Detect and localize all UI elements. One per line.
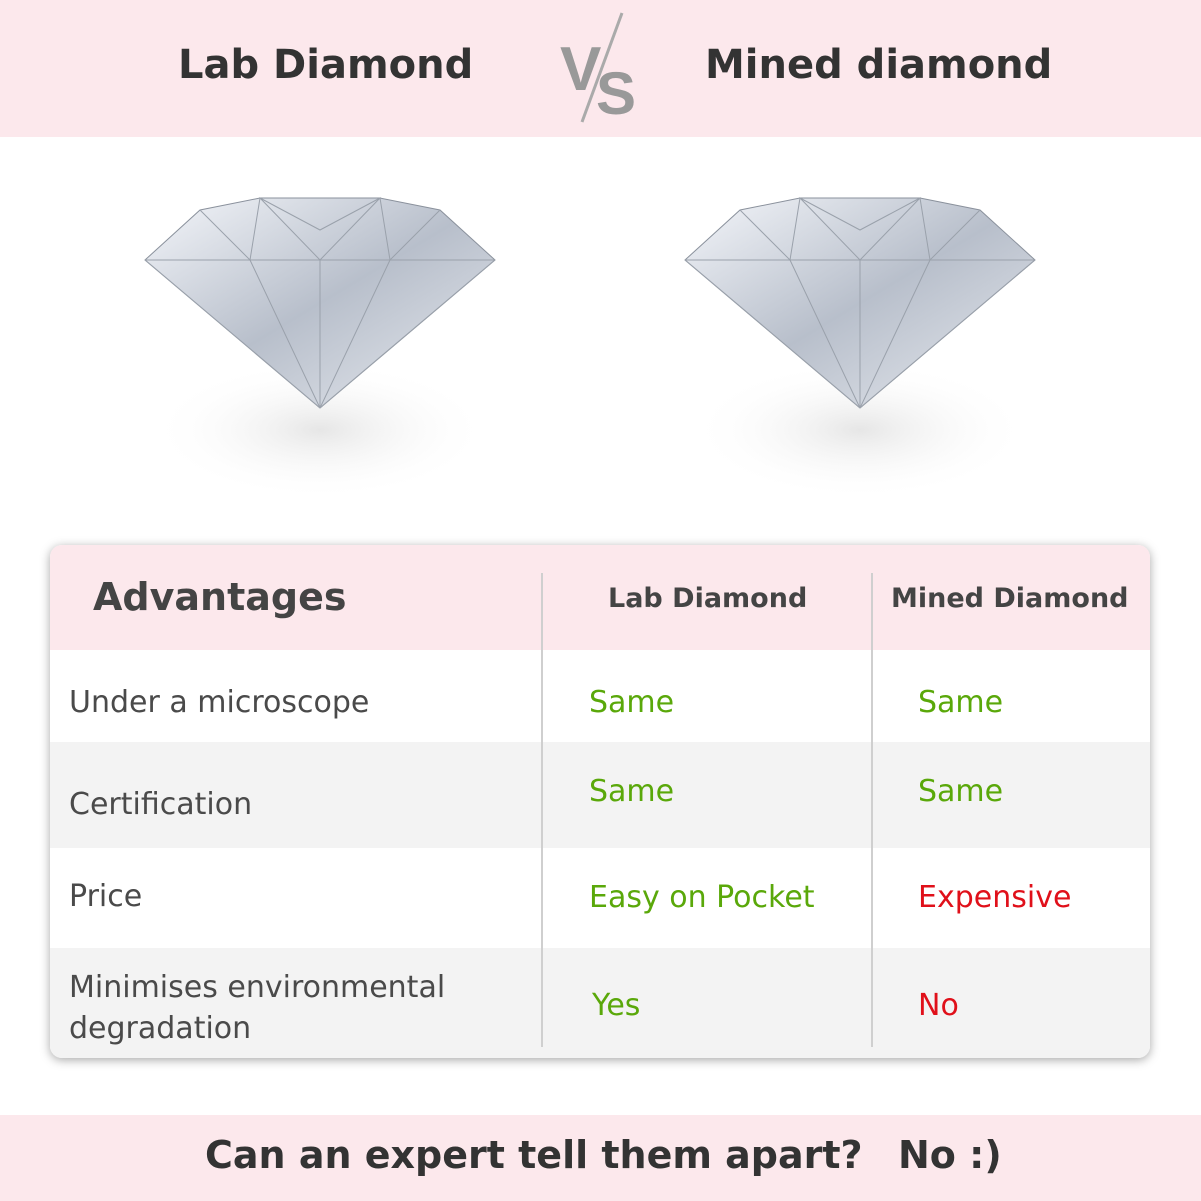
comparison-table: Advantages Lab Diamond Mined Diamond Und… (50, 545, 1150, 1058)
header-advantages: Advantages (93, 575, 347, 619)
row-label: Certification (69, 787, 253, 822)
table-row (50, 848, 1150, 948)
header-mined-diamond: Mined Diamond (891, 583, 1129, 614)
mined-value: Same (918, 685, 1004, 720)
header-lab-diamond: Lab Diamond (608, 583, 808, 614)
mined-value: Expensive (918, 880, 1072, 915)
column-divider (871, 573, 873, 1047)
lab-diamond-title: Lab Diamond (178, 42, 474, 88)
lab-value: Same (589, 685, 675, 720)
row-label: Price (69, 879, 143, 914)
mined-diamond-title: Mined diamond (705, 42, 1053, 88)
row-label: Under a microscope (69, 685, 370, 720)
mined-value: No (918, 988, 959, 1023)
table-row (50, 650, 1150, 742)
table-row (50, 948, 1150, 1058)
svg-text:V: V (560, 35, 601, 104)
footer-answer: No :) (898, 1133, 1002, 1177)
lab-value: Yes (592, 988, 641, 1023)
lab-value: Same (589, 774, 675, 809)
column-divider (541, 573, 543, 1047)
lab-value: Easy on Pocket (589, 880, 815, 915)
mined-diamond-image (684, 196, 1036, 500)
svg-text:S: S (596, 60, 636, 125)
table-header-row (50, 545, 1150, 650)
footer-band (0, 1115, 1201, 1201)
vs-logo: V S (560, 10, 640, 127)
table-row (50, 742, 1150, 848)
lab-diamond-image (144, 196, 496, 500)
footer-question: Can an expert tell them apart? (205, 1133, 863, 1177)
row-label: Minimises environmental degradation (69, 970, 446, 1046)
mined-value: Same (918, 774, 1004, 809)
